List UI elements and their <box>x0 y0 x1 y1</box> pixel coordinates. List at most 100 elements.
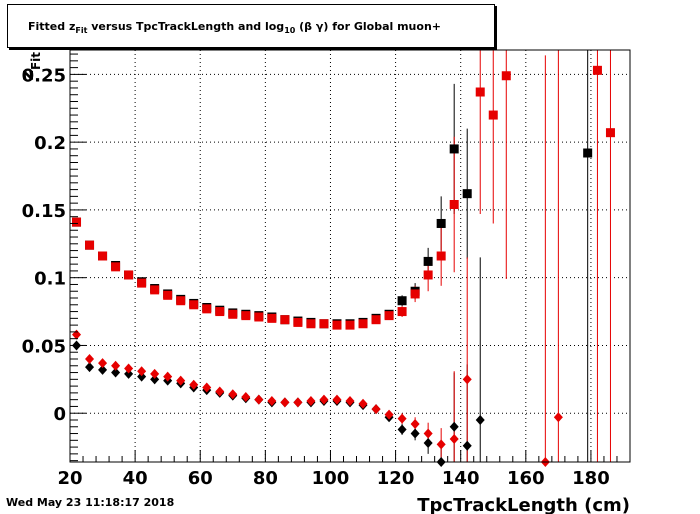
data-point-square <box>98 251 108 261</box>
data-point-diamond <box>397 424 407 435</box>
data-point-square <box>176 296 186 306</box>
data-point-square <box>371 315 381 325</box>
timestamp: Wed May 23 11:18:17 2018 <box>6 496 175 509</box>
data-point-diamond <box>98 364 108 375</box>
data-point-diamond <box>475 414 485 425</box>
x-tick-label: 120 <box>377 468 415 489</box>
data-point-diamond <box>553 412 563 423</box>
data-point-diamond <box>371 404 381 415</box>
data-point-square <box>488 110 498 120</box>
data-point-square <box>280 315 290 325</box>
data-point-square <box>592 65 602 75</box>
data-point-diamond <box>384 409 394 420</box>
data-point-diamond <box>423 438 433 449</box>
data-point-diamond <box>215 386 225 397</box>
data-point-diamond <box>280 397 290 408</box>
data-point-diamond <box>137 371 147 382</box>
data-point-square <box>319 319 329 329</box>
data-point-diamond <box>410 428 420 439</box>
data-point-square <box>384 311 394 321</box>
data-point-square <box>85 240 95 250</box>
data-point-square <box>215 307 225 317</box>
data-point-diamond <box>306 396 316 407</box>
data-point-diamond <box>111 360 121 371</box>
data-point-square <box>397 307 407 317</box>
data-point-diamond <box>319 394 329 405</box>
data-point-square <box>124 270 134 280</box>
x-tick-label: 140 <box>442 468 480 489</box>
data-point-square <box>605 128 615 138</box>
data-point-square <box>475 87 485 97</box>
data-point-square <box>111 262 121 272</box>
data-point-square <box>332 320 342 330</box>
x-tick-label: 20 <box>57 468 82 489</box>
data-point-diamond <box>72 329 82 340</box>
data-point-diamond <box>150 368 160 379</box>
data-point-diamond <box>449 433 459 444</box>
data-point-diamond <box>202 382 212 393</box>
x-tick-label: 100 <box>312 468 350 489</box>
data-point-diamond <box>332 394 342 405</box>
y-tick-label: 0.15 <box>22 201 66 222</box>
data-point-square <box>449 144 459 154</box>
data-point-diamond <box>423 428 433 439</box>
x-tick-label: 40 <box>123 468 148 489</box>
title-box: Fitted zFit versus TpcTrackLength and lo… <box>7 4 495 48</box>
data-markers <box>72 65 615 467</box>
data-point-square <box>423 256 433 266</box>
data-point-diamond <box>267 396 277 407</box>
x-tick-label: 80 <box>253 468 278 489</box>
data-point-diamond <box>345 396 355 407</box>
data-point-diamond <box>85 354 95 364</box>
data-point-diamond <box>241 391 251 402</box>
data-point-square <box>449 200 459 209</box>
data-point-square <box>436 251 446 261</box>
data-point-diamond <box>124 368 134 379</box>
data-point-square <box>583 148 593 158</box>
y-tick-label: 0 <box>53 404 66 425</box>
data-point-square <box>462 189 472 199</box>
data-point-diamond <box>85 362 95 373</box>
y-axis-title: zFit <box>17 52 43 81</box>
y-tick-label: 0.05 <box>22 336 66 357</box>
chart-title: Fitted zFit versus TpcTrackLength and lo… <box>28 20 441 36</box>
data-point-square <box>202 304 212 314</box>
data-point-diamond <box>293 397 303 408</box>
data-point-square <box>501 71 511 81</box>
x-tick-label: 60 <box>188 468 213 489</box>
data-point-square <box>397 296 407 306</box>
data-point-square <box>254 312 264 322</box>
data-point-diamond <box>124 363 134 374</box>
error-bars <box>72 50 615 463</box>
data-point-diamond <box>410 419 420 430</box>
data-point-diamond <box>163 371 173 382</box>
data-point-square <box>189 300 199 310</box>
data-point-diamond <box>436 439 446 450</box>
y-tick-label: 0.1 <box>34 269 66 290</box>
data-point-square <box>306 319 316 329</box>
data-point-diamond <box>462 440 472 451</box>
axis-ticks: 20 40 60 80 100 120 140 160 180 0 0.05 0.1 0.15 0.2 0.… <box>22 53 631 489</box>
data-point-square <box>72 217 82 227</box>
y-tick-label: 0.25 <box>22 65 66 86</box>
data-point-diamond <box>98 358 108 369</box>
data-point-square <box>228 309 238 319</box>
data-point-square <box>423 270 433 280</box>
data-point-square <box>241 311 251 321</box>
x-tick-label: 160 <box>507 468 545 489</box>
data-point-diamond <box>137 366 147 377</box>
data-point-square <box>345 320 355 330</box>
data-point-square <box>436 218 446 228</box>
x-axis-title: TpcTrackLength (cm) <box>417 495 630 514</box>
data-point-diamond <box>228 389 238 400</box>
data-point-diamond <box>397 413 407 424</box>
data-point-square <box>293 317 303 327</box>
data-point-diamond <box>358 398 368 409</box>
data-point-diamond <box>111 367 121 378</box>
plot-frame <box>69 49 631 463</box>
data-point-square <box>137 278 147 288</box>
data-point-diamond <box>189 379 199 390</box>
data-point-square <box>150 285 160 295</box>
data-point-diamond <box>150 374 160 385</box>
